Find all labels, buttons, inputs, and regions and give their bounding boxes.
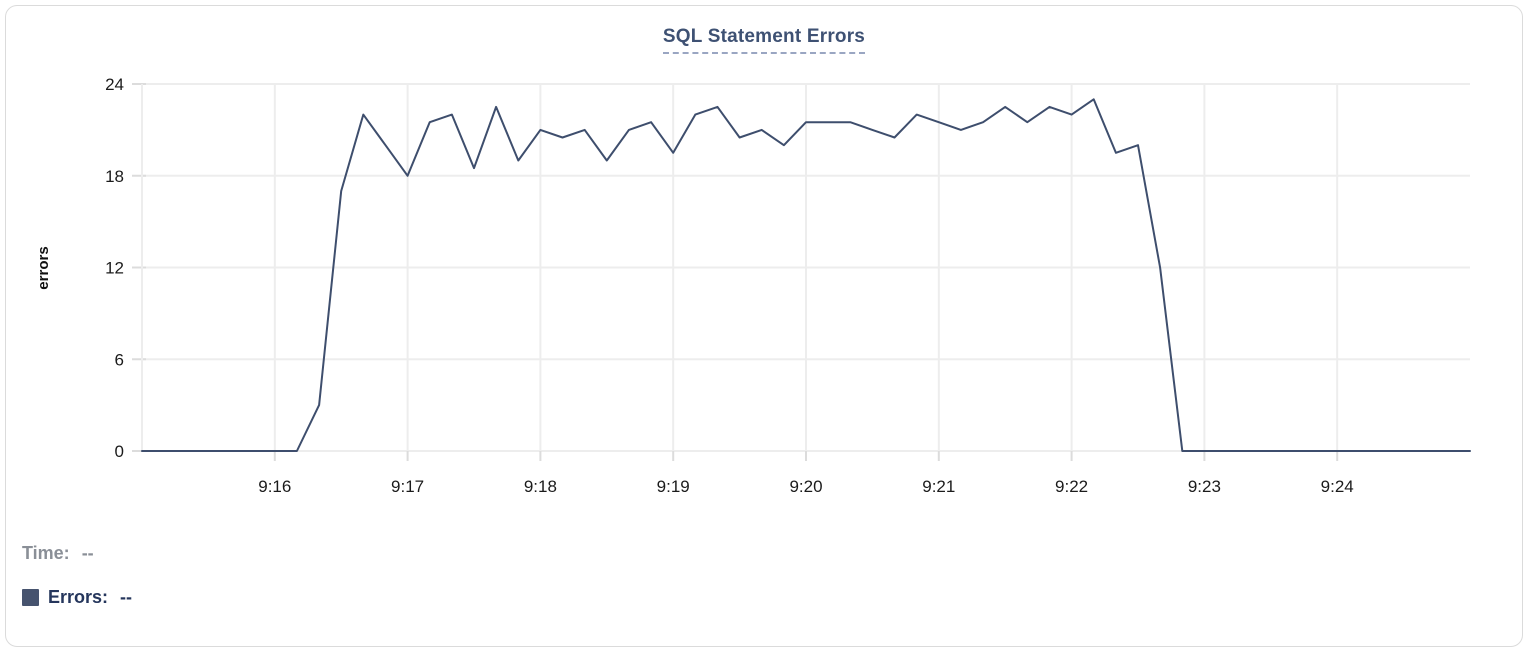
legend-errors-value: -- xyxy=(120,586,133,607)
chart-title[interactable]: SQL Statement Errors xyxy=(662,26,866,54)
x-tick-label: 9:17 xyxy=(391,477,424,496)
legend-time-row: Time: -- xyxy=(22,540,132,566)
legend-errors-row: Errors: -- xyxy=(22,584,132,610)
y-tick-label: 18 xyxy=(105,167,124,186)
x-tick-label: 9:20 xyxy=(789,477,822,496)
legend-errors-label: Errors: xyxy=(48,586,109,607)
legend-time-label: Time: xyxy=(22,542,70,563)
chart-legend: Time: -- Errors: -- xyxy=(22,540,132,628)
x-tick-label: 9:19 xyxy=(657,477,690,496)
x-tick-label: 9:18 xyxy=(524,477,557,496)
y-tick-label: 24 xyxy=(105,75,124,94)
x-tick-label: 9:24 xyxy=(1321,477,1354,496)
y-tick-label: 6 xyxy=(115,350,124,369)
y-tick-label: 0 xyxy=(115,442,124,461)
x-tick-label: 9:21 xyxy=(922,477,955,496)
chart-card xyxy=(5,5,1523,647)
x-tick-label: 9:16 xyxy=(258,477,291,496)
errors-series-swatch xyxy=(22,588,39,606)
chart-header: SQL Statement Errors xyxy=(0,26,1528,54)
y-tick-label: 12 xyxy=(105,259,124,278)
y-axis-title: errors xyxy=(35,246,52,289)
errors-series-line[interactable] xyxy=(141,98,1471,452)
chart-svg[interactable]: 0 6 12 18 24 9:16 9:17 9:18 9:19 9:20 9:21 9:22 9:23… xyxy=(0,0,1528,512)
x-tick-label: 9:23 xyxy=(1188,477,1221,496)
x-tick-label: 9:22 xyxy=(1055,477,1088,496)
legend-time-value: -- xyxy=(81,542,94,563)
